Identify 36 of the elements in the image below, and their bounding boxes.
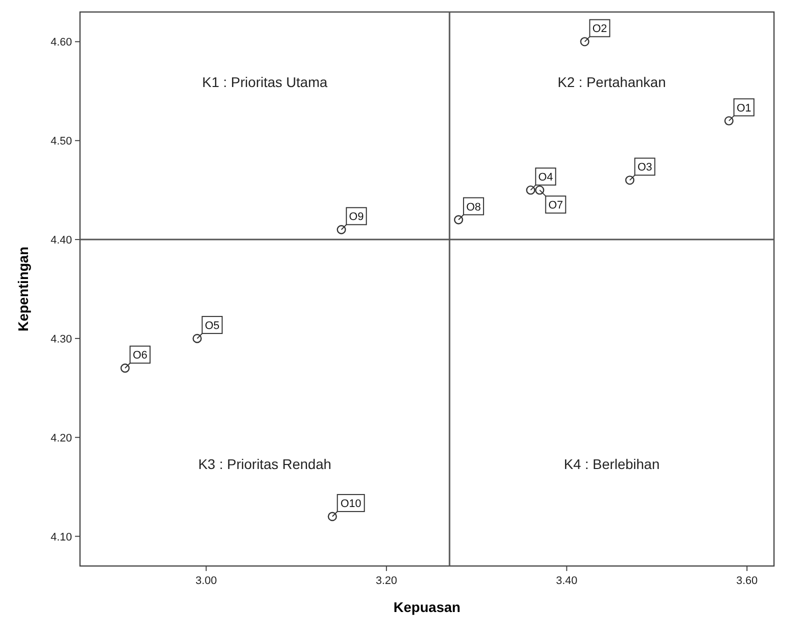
annotation: K3 : Prioritas Rendah: [198, 456, 332, 472]
y-tick-label: 4.60: [50, 36, 72, 49]
point: [625, 176, 634, 185]
y-tick-label: 4.40: [50, 234, 72, 247]
x-tick-label: 3.20: [376, 575, 398, 587]
annotation: K1 : Prioritas Utama: [202, 74, 328, 90]
annotation: O1: [736, 102, 752, 114]
annotation: O3: [637, 162, 652, 174]
x-tick-label: 3.60: [736, 575, 758, 587]
point: [328, 512, 337, 522]
annotation: O10: [340, 498, 362, 510]
annotation: O8: [466, 201, 481, 214]
annotation: O6: [132, 350, 148, 362]
x-tick-label: 3.00: [195, 575, 217, 587]
point: [724, 116, 734, 126]
point: [580, 37, 590, 46]
y-axis-title: Kepentingan: [15, 246, 31, 332]
point: [526, 185, 536, 195]
point: [454, 215, 464, 224]
annotation: O4: [538, 172, 553, 184]
annotation: K2 : Pertahankan: [558, 74, 666, 90]
y-tick-label: 4.30: [50, 333, 72, 346]
annotation: O7: [548, 200, 564, 212]
annotation: O2: [592, 23, 608, 36]
point: [336, 225, 346, 234]
y-tick-label: 4.20: [50, 432, 72, 444]
annotation: K4 : Berlebihan: [564, 456, 660, 472]
x-tick-label: 3.40: [556, 575, 578, 587]
y-tick-label: 4.10: [50, 531, 72, 544]
y-tick-label: 4.50: [50, 136, 72, 148]
point: [192, 334, 202, 344]
x-axis-title: Kepuasan: [394, 599, 460, 615]
point: [535, 185, 544, 195]
annotation: O9: [349, 211, 364, 224]
annotation: O5: [204, 320, 220, 332]
point: [120, 364, 130, 373]
